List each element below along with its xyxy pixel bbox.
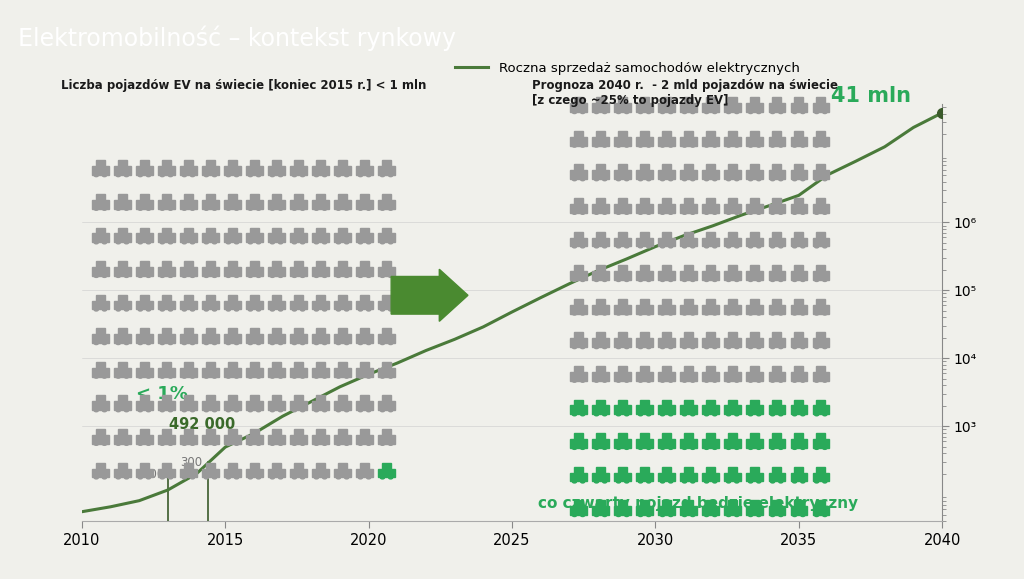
Text: Prognoza 2040 r.  - 2 mld pojazdów na świecie
[z czego ~25% to pojazdy EV]: Prognoza 2040 r. - 2 mld pojazdów na świ… xyxy=(532,79,839,107)
Text: 200: 200 xyxy=(142,468,165,481)
Text: < 1%: < 1% xyxy=(136,385,188,403)
Text: Liczba pojazdów EV na świecie [koniec 2015 r.] < 1 mln: Liczba pojazdów EV na świecie [koniec 20… xyxy=(61,79,427,92)
Text: 300: 300 xyxy=(180,456,202,469)
Text: co czwarty pojazd będzie elektryczny: co czwarty pojazd będzie elektryczny xyxy=(539,496,858,511)
Text: Elektromobilność – kontekst rynkowy: Elektromobilność – kontekst rynkowy xyxy=(18,25,457,51)
Text: 492 000: 492 000 xyxy=(169,417,236,433)
Legend: Roczna sprzedaż samochodów elektrycznych: Roczna sprzedaż samochodów elektrycznych xyxy=(450,57,805,80)
Text: 41 mln: 41 mln xyxy=(830,86,911,106)
